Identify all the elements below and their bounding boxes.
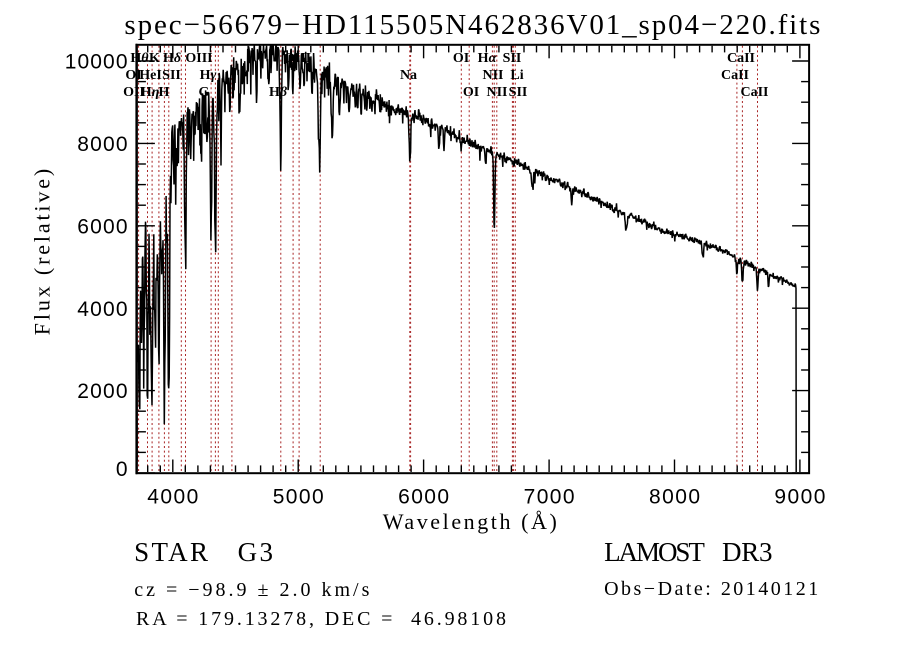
svg-text:LAMOST: LAMOST [604,537,705,567]
svg-text:Hθ: Hθ [130,51,149,66]
svg-text:Hδ: Hδ [163,51,181,66]
svg-text:OIII: OIII [185,51,212,66]
svg-text:SII: SII [503,51,522,66]
svg-text:SII: SII [162,68,181,83]
svg-text:OII: OII [123,85,145,100]
svg-text:8000: 8000 [649,486,700,509]
svg-text:Hβ: Hβ [269,85,288,100]
svg-text:Flux (relative): Flux (relative) [30,169,55,335]
svg-text:DR3: DR3 [722,537,773,567]
svg-text:CaII: CaII [740,85,768,100]
svg-text:CaII: CaII [721,68,749,83]
svg-text:8000: 8000 [77,133,127,156]
svg-text:NII: NII [486,85,507,100]
svg-text:STAR G3: STAR G3 [134,537,273,567]
svg-text:K: K [149,51,160,66]
svg-text:SII: SII [509,85,528,100]
svg-text:Hη: Hη [141,85,160,100]
svg-text:0: 0 [116,458,128,481]
svg-text:HeI: HeI [139,68,162,83]
svg-text:10000: 10000 [65,51,128,74]
svg-text:5000: 5000 [273,486,324,509]
svg-text:6000: 6000 [77,215,127,238]
svg-text:H: H [159,85,170,100]
svg-text:Na: Na [400,68,417,83]
svg-text:4000: 4000 [77,298,127,321]
svg-text:7000: 7000 [524,486,575,509]
svg-text:RA = 179.13278, DEC = 46.9810: RA = 179.13278, DEC = 46.98108 [136,608,506,630]
svg-text:cz = −98.9 ± 2.0 km/s: cz = −98.9 ± 2.0 km/s [134,579,369,601]
svg-text:2000: 2000 [77,380,127,403]
svg-text:Li: Li [510,68,523,83]
svg-text:G: G [199,85,210,100]
svg-text:OI: OI [463,85,479,100]
svg-text:OIII: OIII [284,51,311,66]
svg-text:Hα: Hα [478,51,497,66]
svg-text:Wavelength (Å): Wavelength (Å) [383,509,557,534]
svg-text:OI: OI [125,68,141,83]
svg-text:6000: 6000 [398,486,449,509]
svg-text:CaII: CaII [727,51,755,66]
svg-text:OI: OI [453,51,469,66]
svg-text:9000: 9000 [774,486,825,509]
svg-text:4000: 4000 [147,486,198,509]
svg-text:spec−56679−HD115505N462836V01_: spec−56679−HD115505N462836V01_sp04−220.f… [124,9,820,41]
svg-text:NII: NII [482,68,503,83]
svg-text:Hγ: Hγ [200,68,217,83]
